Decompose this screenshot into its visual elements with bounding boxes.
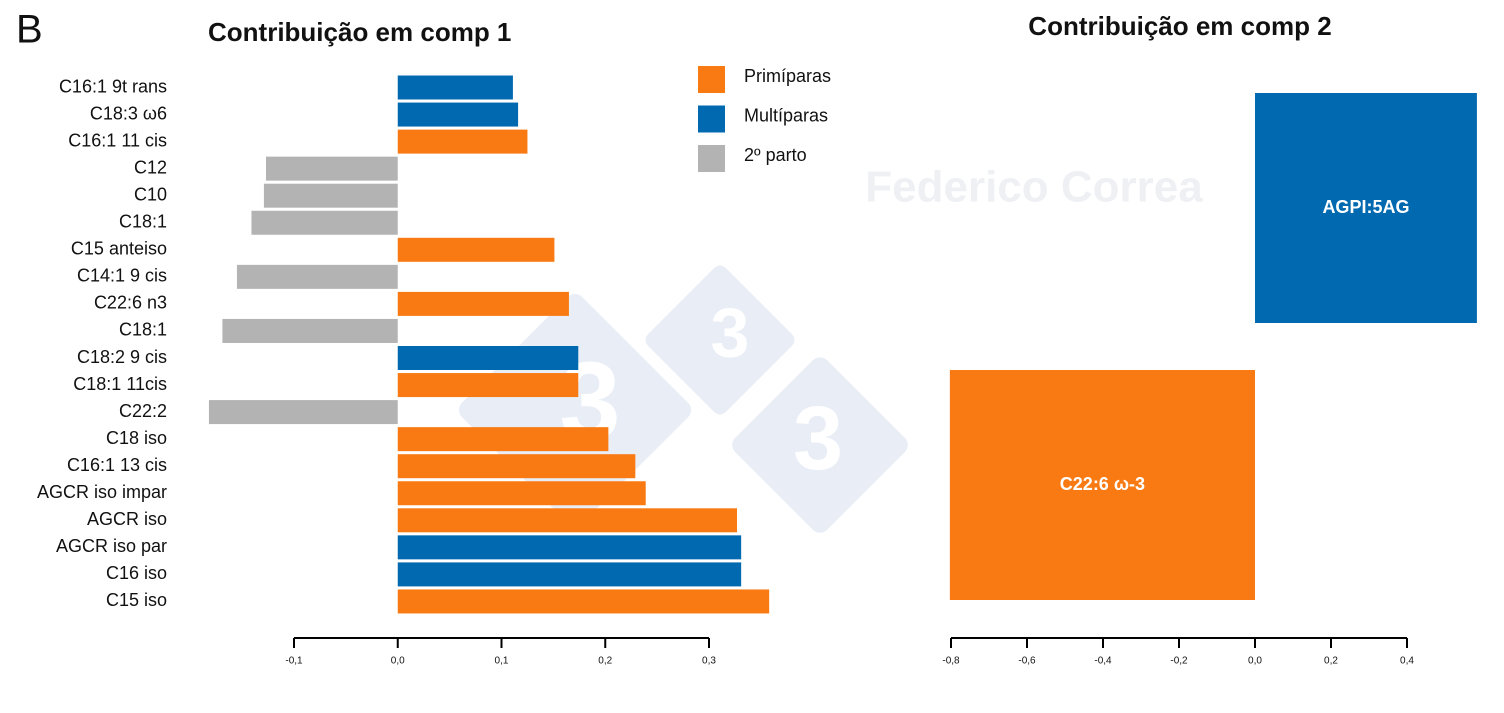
bar-label: C22:6 ω-3	[1060, 474, 1145, 494]
y-tick-label: C15 iso	[106, 590, 167, 610]
y-tick-label: C18:1 11cis	[73, 374, 167, 394]
bar	[397, 508, 738, 533]
x-tick-label: -0,4	[1094, 656, 1112, 667]
y-tick-label: C22:2	[119, 401, 167, 421]
bar	[397, 427, 609, 452]
bar	[397, 75, 513, 100]
y-tick-label: C16 iso	[106, 563, 167, 583]
x-tick-label: 0,0	[1248, 656, 1262, 667]
bar	[251, 210, 398, 235]
legend-swatch	[698, 105, 725, 133]
bar	[236, 264, 398, 289]
y-tick-label: C18:2 9 cis	[77, 347, 167, 367]
y-tick-label: AGCR iso impar	[37, 482, 167, 502]
bar	[397, 346, 579, 370]
x-tick-label: 0,2	[598, 656, 612, 667]
logo-digit: 3	[793, 389, 843, 489]
x-tick-label: 0,2	[1324, 656, 1338, 667]
logo-diamond	[732, 357, 908, 533]
y-tick-label: C18:1	[119, 212, 167, 232]
bar	[1255, 93, 1477, 323]
bar	[397, 291, 569, 316]
y-tick-label: C10	[134, 184, 167, 204]
legend-swatch	[698, 145, 725, 172]
y-tick-label: C15 anteiso	[71, 239, 167, 259]
y-tick-label: C18 iso	[106, 428, 167, 448]
bar	[397, 102, 519, 127]
y-tick-label: AGCR iso	[87, 509, 167, 529]
bar	[397, 237, 555, 262]
panel-label: B	[16, 8, 43, 52]
x-tick-label: -0,1	[285, 656, 303, 667]
bar-label: AGPI:5AG	[1322, 197, 1409, 217]
x-tick-label: 0,0	[391, 656, 405, 667]
y-tick-label: C16:1 9t rans	[59, 76, 167, 96]
chart-title: Contribuição em comp 2	[1028, 11, 1331, 41]
x-tick-label: 0,4	[1400, 656, 1414, 667]
bar	[397, 535, 742, 560]
logo-digit: 3	[711, 293, 750, 371]
legend-label: Primíparas	[744, 66, 831, 86]
bar	[265, 156, 398, 181]
bar	[397, 481, 646, 506]
chart-title: Contribuição em comp 1	[208, 17, 511, 47]
y-tick-label: C12	[134, 157, 167, 177]
y-tick-label: C14:1 9 cis	[77, 266, 167, 286]
y-tick-label: C18:3 ω6	[90, 103, 167, 123]
logo-diamond	[645, 265, 795, 415]
y-tick-label: C18:1	[119, 320, 167, 340]
legend-swatch	[698, 66, 725, 93]
x-tick-label: -0,6	[1018, 656, 1036, 667]
bar	[208, 400, 398, 425]
bar	[397, 129, 528, 154]
y-tick-label: C16:1 11 cis	[68, 130, 167, 150]
y-tick-label: AGCR iso par	[56, 536, 167, 556]
x-tick-label: -0,2	[1170, 656, 1188, 667]
bar	[949, 370, 1255, 600]
legend-label: 2º parto	[744, 145, 807, 165]
bar	[263, 183, 398, 208]
y-tick-label: C22:6 n3	[94, 293, 167, 313]
x-tick-label: 0,1	[495, 656, 509, 667]
legend-label: Multíparas	[744, 105, 828, 125]
watermark: Federico Correa	[865, 163, 1203, 212]
bar	[222, 318, 398, 343]
bar	[397, 589, 770, 614]
y-tick-label: C16:1 13 cis	[67, 455, 167, 475]
bar	[397, 373, 579, 398]
bar	[397, 454, 636, 479]
bar	[397, 562, 742, 587]
x-tick-label: 0,3	[702, 656, 716, 667]
x-tick-label: -0,8	[942, 656, 960, 667]
